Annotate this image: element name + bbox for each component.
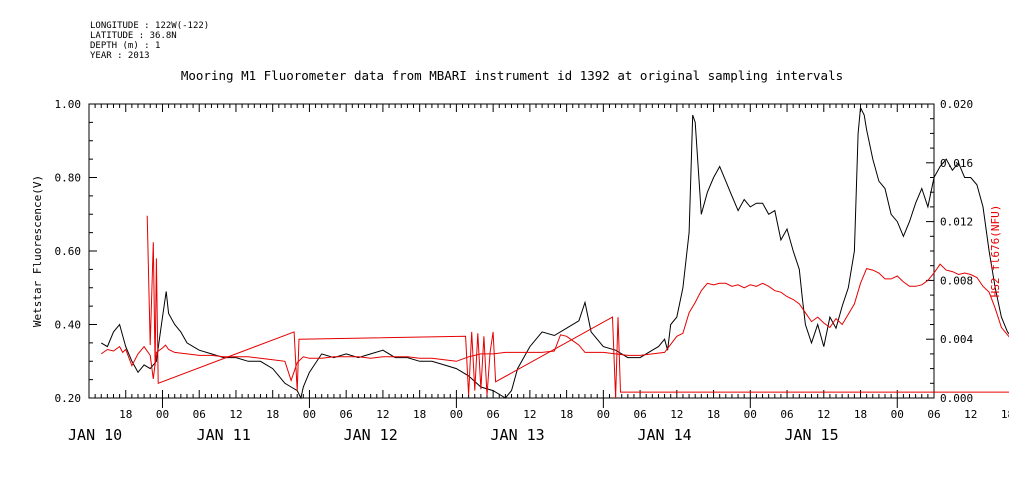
x-hour-label: 06 — [487, 408, 500, 421]
x-hour-label: 18 — [1001, 408, 1009, 421]
y-right-tick-label: 0.020 — [940, 98, 973, 111]
x-hour-label: 18 — [854, 408, 867, 421]
y-left-tick-label: 1.00 — [55, 98, 82, 111]
x-hour-label: 12 — [670, 408, 683, 421]
y-left-tick-label: 0.80 — [55, 172, 82, 185]
x-hour-label: 12 — [523, 408, 536, 421]
x-hour-label: 00 — [597, 408, 610, 421]
x-day-label: JAN 12 — [344, 426, 398, 444]
y-right-tick-label: 0.000 — [940, 392, 973, 405]
x-hour-label: 18 — [266, 408, 279, 421]
x-hour-label: 06 — [780, 408, 793, 421]
series-line-hs2 — [100, 263, 1009, 382]
x-hour-label: 06 — [633, 408, 646, 421]
x-hour-label: 00 — [303, 408, 316, 421]
longitude-text: LONGITUDE : 122W(-122) — [90, 21, 210, 31]
x-hour-label: 12 — [229, 408, 242, 421]
x-hour-label: 00 — [891, 408, 904, 421]
x-hour-label: 06 — [340, 408, 353, 421]
x-hour-label: 18 — [560, 408, 573, 421]
plot-area: 0.20 0.40 0.60 0.80 1.00 0.000 0.004 0.008 0.012… — [55, 98, 1009, 444]
series-spikes-hs2 — [146, 215, 1009, 399]
latitude-text: LATITUDE : 36.8N — [90, 31, 177, 41]
depth-text: DEPTH (m) : 1 — [90, 41, 161, 51]
metadata-block: LONGITUDE : 122W(-122) LATITUDE : 36.8N … — [90, 21, 209, 61]
x-hour-label: 00 — [156, 408, 169, 421]
x-hour-label: 12 — [817, 408, 830, 421]
x-day-label: JAN 10 — [68, 426, 122, 444]
x-hour-label: 12 — [964, 408, 977, 421]
y-right-tick-label: 0.004 — [940, 333, 973, 346]
x-hour-label: 18 — [413, 408, 426, 421]
x-day-label: JAN 15 — [784, 426, 838, 444]
x-day-label: JAN 14 — [637, 426, 691, 444]
chart-title: Mooring M1 Fluorometer data from MBARI i… — [181, 68, 843, 83]
x-hour-label: 12 — [376, 408, 389, 421]
x-hour-label: 00 — [744, 408, 757, 421]
x-hour-label: 18 — [707, 408, 720, 421]
x-day-label: JAN 11 — [197, 426, 251, 444]
y-axis-right-label: HS2 fl676(NFU) — [989, 205, 1002, 298]
y-right-tick-label: 0.012 — [940, 216, 973, 229]
y-left-tick-label: 0.60 — [55, 245, 82, 258]
y-axis-left-label: Wetstar Fluorescence(V) — [31, 175, 44, 327]
y-right-tick-label: 0.016 — [940, 157, 973, 170]
x-hour-label: 00 — [450, 408, 463, 421]
x-hour-label: 18 — [119, 408, 132, 421]
y-right-tick-label: 0.008 — [940, 274, 973, 287]
x-hour-label: 06 — [193, 408, 206, 421]
plot-frame — [88, 103, 935, 399]
x-day-label: JAN 13 — [491, 426, 545, 444]
series-line-wetstar — [100, 105, 1009, 400]
y-left-tick-label: 0.20 — [55, 392, 82, 405]
year-text: YEAR : 2013 — [90, 51, 150, 61]
y-left-tick-label: 0.40 — [55, 319, 82, 332]
x-hour-label: 06 — [927, 408, 940, 421]
